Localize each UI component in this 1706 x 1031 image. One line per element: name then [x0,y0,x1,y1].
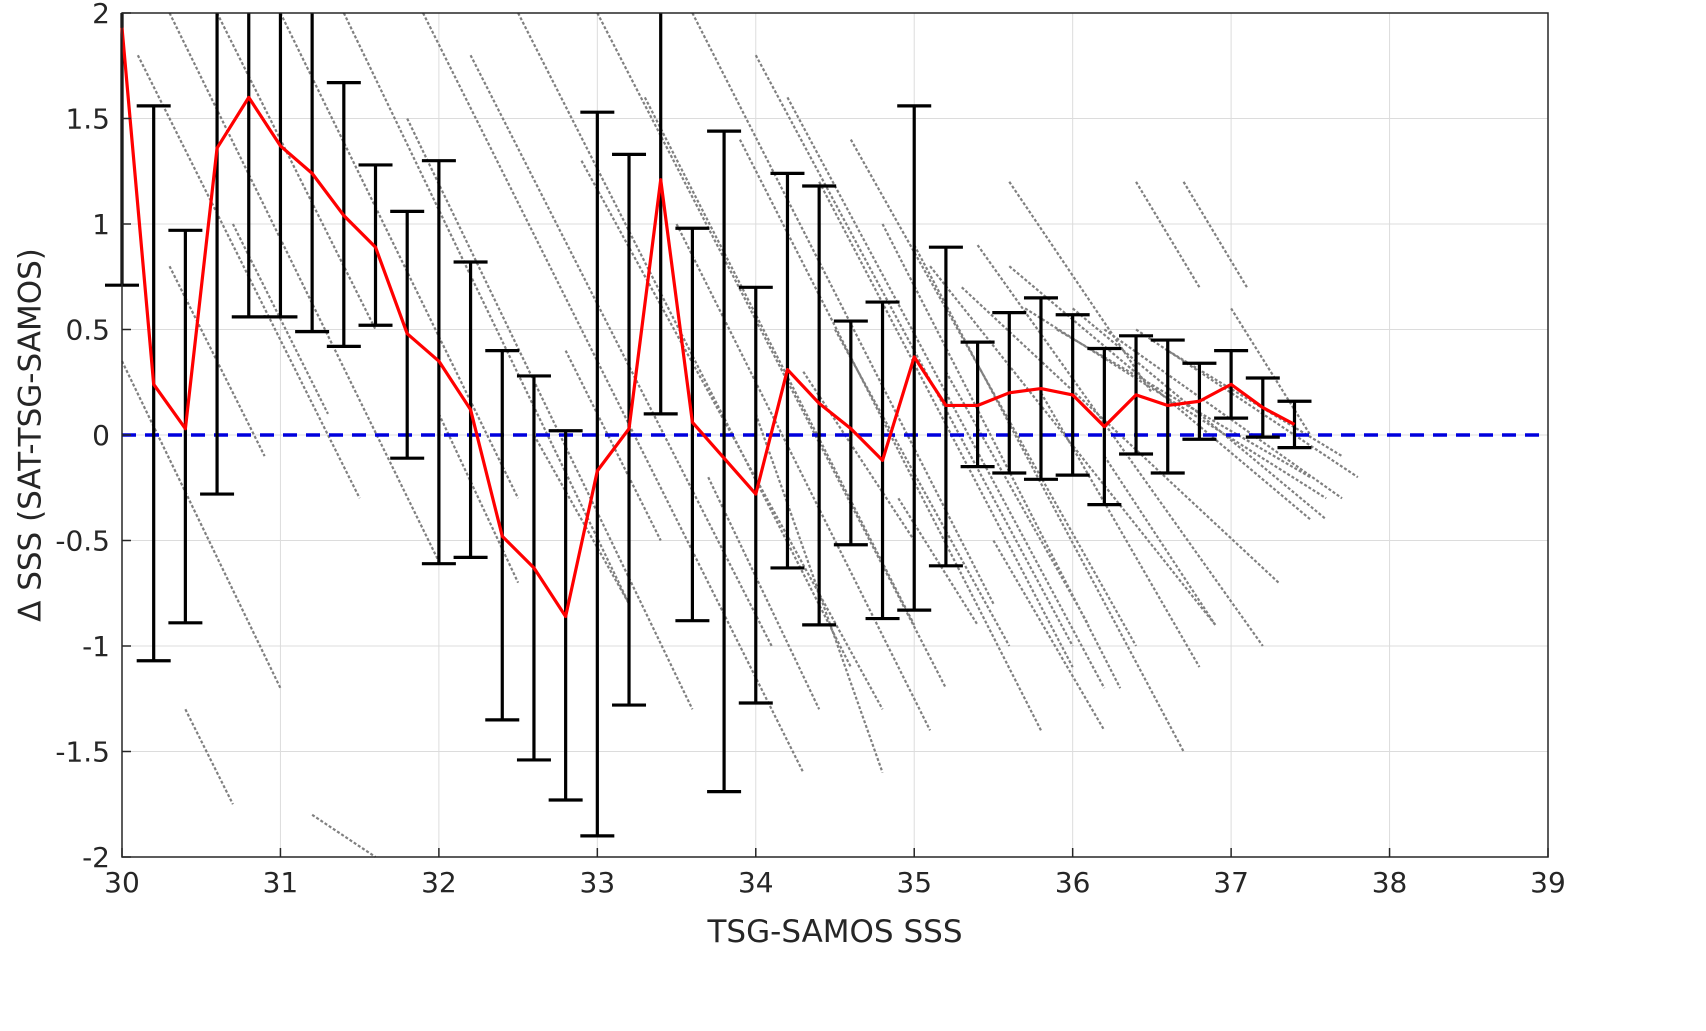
scatter-streak [675,223,932,731]
scatter-streak [564,350,662,541]
scatter-streak [802,371,916,542]
scatter-streak [1040,392,1201,668]
x-tick-label: 33 [580,866,616,899]
scatter-streak [691,12,995,605]
scatter-streak [929,265,1217,626]
scatter-streak [311,813,377,858]
y-tick-label: 1.5 [65,103,110,136]
scatter-streak [881,223,1122,689]
scatter-streak [834,328,1011,647]
y-tick-label: 1 [92,208,110,241]
x-tick-label: 36 [1055,866,1091,899]
y-tick-label: -2 [82,841,110,874]
scatter-streak [1103,328,1343,500]
scatter-streak [422,12,805,774]
scatter-streak [184,708,234,805]
error-bar [200,13,235,496]
scatter-streak [1135,181,1201,288]
x-tick-label: 37 [1213,866,1249,899]
scatter-streak [121,360,282,689]
scatter-streak [596,12,947,689]
scatter-streak [818,181,1074,668]
scatter-streak [1008,265,1312,521]
error-bar [802,184,837,627]
error-bar [643,13,678,416]
scatter-streak [643,96,916,626]
scatter-streak [913,244,1185,753]
x-tick-label: 34 [738,866,774,899]
scatter-streak [437,413,520,584]
scatter-streak [279,12,520,499]
x-tick-label: 38 [1372,866,1408,899]
x-tick-label: 39 [1530,866,1566,899]
error-bar [833,319,868,547]
mean-line [120,27,1296,619]
y-axis-ticks: -2 -1.5 -1 -0.5 0 0.5 1 1.5 2 [55,0,131,874]
scatter-streak [517,12,852,668]
error-bar [263,13,298,319]
scatter-streak [406,118,694,710]
scatter-streak [992,539,1106,731]
x-tick-label: 35 [896,866,932,899]
y-tick-label: 0.5 [65,314,110,347]
scatter-streak [1182,181,1248,288]
scatter-streak [532,434,630,605]
error-bar [231,13,266,319]
scatter-streak [707,476,821,710]
y-tick-label: -1 [82,630,110,663]
y-tick-label: -1.5 [55,736,110,769]
scatter-streak [342,12,631,605]
x-axis-ticks: 30 31 32 33 34 35 36 37 38 39 [104,848,1566,899]
error-bar [707,129,742,794]
x-tick-label: 32 [421,866,457,899]
y-tick-label: 2 [92,0,110,30]
scatter-streak [168,12,440,563]
scatter-streak [1135,328,1359,479]
scatter-streak [944,371,1090,626]
scatter-streak [1103,455,1217,626]
y-axis-title: Δ SSS (SAT-TSG-SAMOS) [13,248,49,622]
x-tick-label: 30 [104,866,140,899]
y-tick-label: 0 [92,419,110,452]
x-axis-title: TSG-SAMOS SSS [707,914,963,950]
x-tick-label: 31 [263,866,299,899]
scatter-streak [469,54,773,647]
scatter-streak [1008,181,1153,394]
y-tick-label: -0.5 [55,525,110,558]
scatter-streak [216,12,377,330]
